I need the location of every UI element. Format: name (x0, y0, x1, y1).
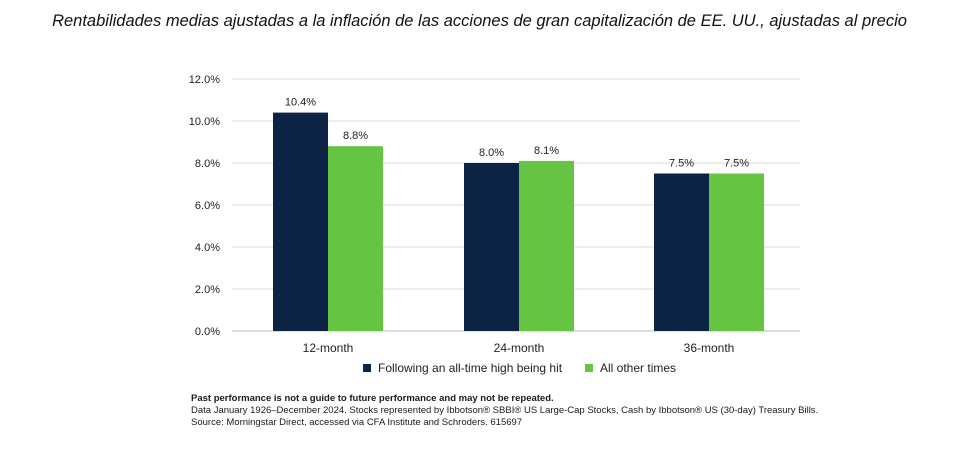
y-tick-label: 6.0% (195, 200, 220, 212)
data-label: 8.1% (534, 145, 559, 157)
data-label: 7.5% (669, 158, 694, 170)
x-tick-label: 36-month (684, 341, 735, 355)
x-tick-label: 24-month (494, 341, 545, 355)
data-label: 7.5% (724, 158, 749, 170)
data-label: 10.4% (285, 97, 316, 109)
chart-notes: Past performance is not a guide to futur… (191, 393, 818, 429)
bar (273, 112, 328, 331)
data-label: 8.0% (479, 147, 504, 159)
legend-label: All other times (600, 361, 676, 375)
y-tick-label: 4.0% (195, 242, 220, 254)
chart-title: Rentabilidades medias ajustadas a la inf… (52, 12, 907, 30)
legend-swatch (585, 364, 593, 372)
data-label: 8.8% (343, 130, 368, 142)
bar (519, 160, 574, 331)
data-source-note: Data January 1926–December 2024. Stocks … (191, 405, 819, 416)
bar (328, 146, 383, 331)
legend-label: Following an all-time high being hit (378, 361, 563, 375)
disclaimer-note: Past performance is not a guide to futur… (191, 393, 554, 404)
x-tick-label: 12-month (303, 341, 354, 355)
y-tick-label: 10.0% (189, 116, 220, 128)
bar (709, 173, 764, 331)
bar (654, 173, 709, 331)
y-tick-label: 2.0% (195, 284, 220, 296)
source-note: Source: Morningstar Direct, accessed via… (191, 417, 523, 428)
legend-swatch (363, 364, 371, 372)
bar (464, 163, 519, 331)
y-tick-label: 0.0% (195, 326, 220, 338)
y-tick-label: 12.0% (189, 74, 220, 86)
y-tick-label: 8.0% (195, 158, 220, 170)
